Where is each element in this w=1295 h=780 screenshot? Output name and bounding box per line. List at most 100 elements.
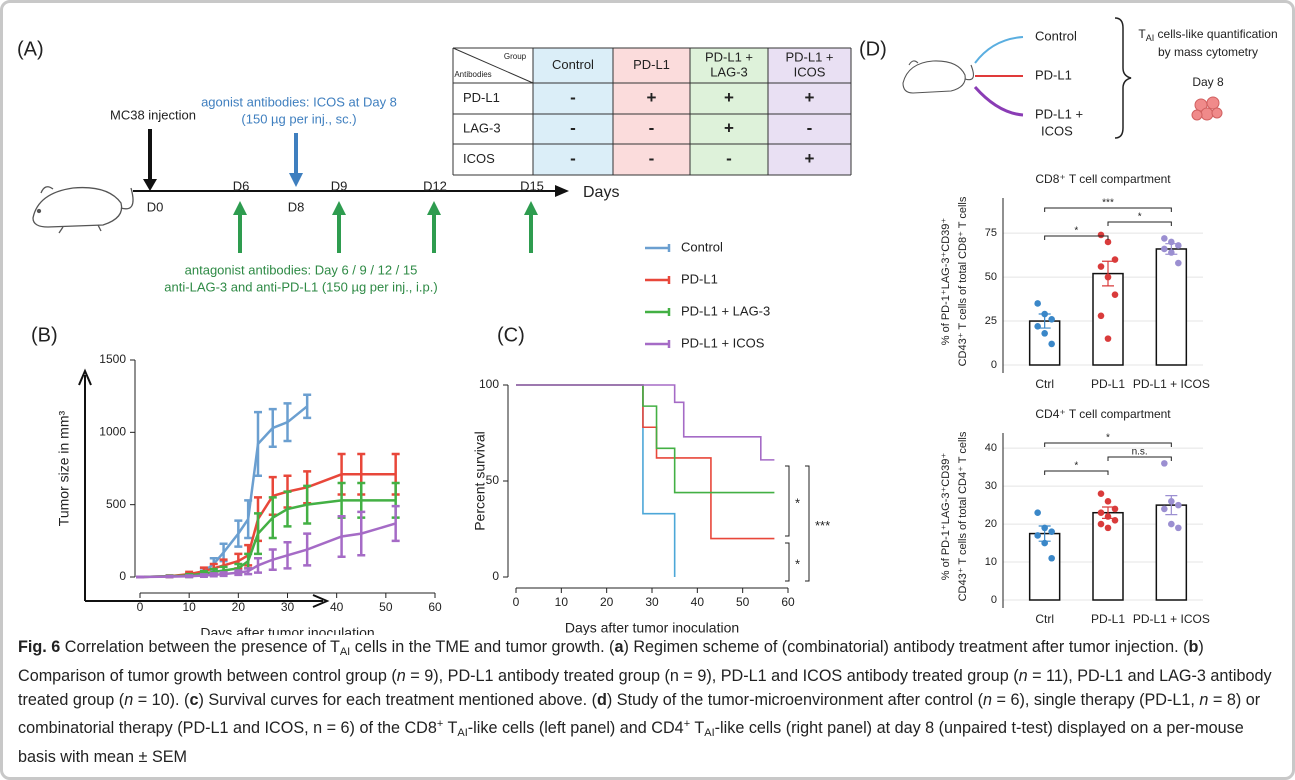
caption-text: -like cells (right panel) at day 8 (unpa… xyxy=(18,719,1244,766)
mouse-icon xyxy=(32,186,134,234)
day-label: D15 xyxy=(520,178,544,193)
caption-text: n xyxy=(1199,691,1209,709)
table-corner: Group xyxy=(504,52,527,61)
error-bar xyxy=(136,575,144,579)
legend-swatch xyxy=(645,308,671,316)
table-cell: - xyxy=(649,149,655,168)
table-cell: - xyxy=(726,149,732,168)
error-bar xyxy=(391,504,400,543)
data-point xyxy=(1161,245,1168,253)
table-cell: + xyxy=(724,118,734,137)
significance-label: * xyxy=(795,495,800,510)
data-point xyxy=(1111,516,1119,524)
data-point xyxy=(1048,315,1055,323)
injection-label: MC38 injection xyxy=(110,107,196,122)
error-bar xyxy=(283,541,292,570)
caption-text: n xyxy=(396,667,406,685)
caption-text: ) Comparison of tumor growth between con… xyxy=(18,638,1204,685)
legend-label: PD-L1 xyxy=(681,271,718,286)
significance-bracket xyxy=(805,465,810,582)
row-header: PD-L1 xyxy=(463,90,500,105)
chart-title: CD8⁺ T cell compartment xyxy=(1035,172,1171,186)
day-label: D12 xyxy=(423,178,447,193)
caption-text: = 11), PD-L1 and LAG-3 antibody treated … xyxy=(18,667,1272,709)
x-axis-label: Days after tumor inoculation xyxy=(200,625,374,635)
legend-label: Control xyxy=(681,239,723,254)
x-tick-label: 0 xyxy=(513,595,520,609)
error-bar xyxy=(234,519,243,548)
arrow-head xyxy=(233,201,247,215)
data-point xyxy=(1104,513,1112,520)
y-tick-label: 10 xyxy=(985,556,997,568)
x-tick-label: Ctrl xyxy=(1035,377,1054,391)
day-label: D9 xyxy=(331,178,348,193)
data-point xyxy=(1034,532,1041,539)
x-tick-label: 30 xyxy=(645,595,659,609)
column-bg xyxy=(690,48,768,175)
caption-text: n xyxy=(1018,667,1028,685)
caption-text: + xyxy=(683,718,691,730)
data-point xyxy=(1097,231,1105,239)
data-point xyxy=(1111,505,1119,513)
data-point xyxy=(1168,498,1175,505)
y-tick-label: 0 xyxy=(119,569,126,583)
caption-text: AI xyxy=(704,727,715,739)
caption-text: AI xyxy=(339,646,351,658)
caption-text: Fig. 6 xyxy=(18,638,61,656)
panel-label: (A) xyxy=(17,38,44,60)
error-bar xyxy=(254,410,262,477)
legend-label: PD-L1 + ICOS xyxy=(681,335,765,350)
y-axis-label: CD43⁺ T cells of total CD4⁺ T cells xyxy=(957,431,969,601)
error-bar xyxy=(254,556,262,574)
x-tick-label: PD-L1 xyxy=(1091,612,1125,626)
data-point xyxy=(1104,238,1112,246)
antagonist-text: anti-LAG-3 and anti-PD-L1 (150 µg per in… xyxy=(164,279,437,294)
caption-text: AI xyxy=(457,727,468,739)
column-header: Control xyxy=(552,57,594,72)
table-cell: + xyxy=(647,88,657,107)
significance-bracket xyxy=(1044,207,1172,212)
caption-text: = 9), PD-L1 antibody treated group (n = … xyxy=(405,667,1019,685)
caption-text: cells in the TME and tumor growth. ( xyxy=(350,638,615,656)
caption-text: ) Study of the tumor-microenvironment af… xyxy=(606,691,983,709)
t: T xyxy=(1138,27,1146,41)
y-tick-label: 75 xyxy=(985,227,997,239)
x-tick-label: 60 xyxy=(781,595,795,609)
y-tick-label: 20 xyxy=(985,518,997,530)
day-label: D8 xyxy=(288,199,305,214)
error-bar xyxy=(254,512,262,556)
arrows xyxy=(143,129,538,253)
caption-text: = 8) or combinatorial therapy (PD-L1 and… xyxy=(18,691,1261,737)
significance-bracket xyxy=(1044,442,1172,447)
chart-title: CD4⁺ T cell compartment xyxy=(1035,407,1171,421)
panel-label: (B) xyxy=(31,324,58,346)
series-line xyxy=(516,384,775,461)
y-tick-label: 50 xyxy=(985,271,997,283)
significance-label: *** xyxy=(1102,198,1114,209)
panel-label: (C) xyxy=(497,324,525,346)
arrow-head xyxy=(289,173,303,187)
x-tick-label: 50 xyxy=(736,595,750,609)
arrow xyxy=(973,86,1024,117)
caption-text: -like cells (left panel) and CD4 xyxy=(467,719,684,737)
bar xyxy=(1155,248,1188,366)
x-tick-label: 30 xyxy=(281,600,295,614)
timeline-label: Days xyxy=(583,184,619,201)
column-header: PD-L1 + xyxy=(785,49,833,64)
significance-label: * xyxy=(1106,433,1110,444)
error-bar xyxy=(337,514,346,558)
caption-text: c xyxy=(189,691,199,709)
antagonist-text: antagonist antibodies: Day 6 / 9 / 12 / … xyxy=(185,262,418,277)
series-line xyxy=(516,384,775,540)
agonist-text: (150 µg per inj., sc.) xyxy=(241,111,356,126)
caption-text: = 10). ( xyxy=(133,691,190,709)
error-bar xyxy=(303,484,312,525)
data-point xyxy=(1034,300,1041,307)
data-point xyxy=(1034,509,1041,517)
x-tick-label: PD-L1 xyxy=(1091,377,1125,391)
y-tick-label: 1000 xyxy=(99,425,126,439)
data-point xyxy=(1104,524,1112,532)
x-tick-label: Ctrl xyxy=(1035,612,1054,626)
data-point xyxy=(1048,528,1055,535)
